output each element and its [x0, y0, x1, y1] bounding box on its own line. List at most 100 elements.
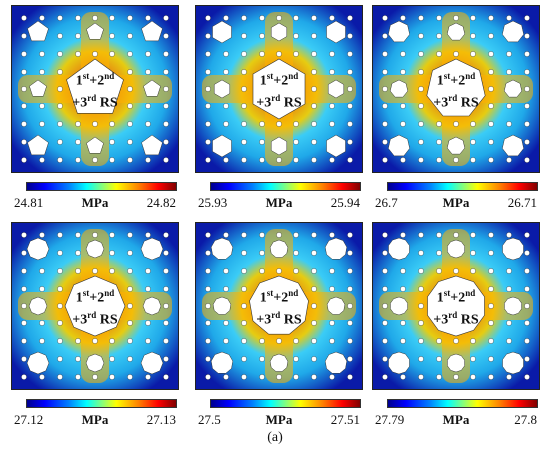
small-hole [418, 303, 424, 309]
small-hole [347, 121, 353, 127]
small-hole [311, 338, 317, 344]
small-hole [92, 338, 98, 344]
small-hole [241, 232, 247, 238]
small-hole [109, 121, 115, 127]
small-hole [127, 103, 133, 109]
small-hole [488, 303, 494, 309]
small-hole [223, 121, 229, 127]
large-polygon-hole [502, 351, 524, 375]
small-hole [293, 250, 299, 256]
small-hole [75, 356, 81, 362]
small-hole [163, 320, 169, 326]
small-hole [57, 338, 63, 344]
small-hole [470, 33, 476, 39]
small-hole [470, 338, 476, 344]
small-hole [75, 139, 81, 145]
small-hole [75, 268, 81, 274]
small-hole [223, 157, 229, 163]
small-hole [347, 103, 353, 109]
small-hole [470, 15, 476, 21]
stress-panel-2: 1st+2nd +3rd RS 25.93 MPa 25.94 [195, 5, 363, 210]
small-hole [109, 15, 115, 21]
center-polygon-hole [252, 58, 306, 120]
small-hole [241, 51, 247, 57]
small-hole [259, 139, 265, 145]
small-hole [453, 374, 459, 380]
small-hole [524, 139, 530, 145]
small-hole [329, 286, 335, 292]
small-hole [127, 338, 133, 344]
large-polygon-hole [28, 296, 48, 316]
small-hole [293, 139, 299, 145]
large-polygon-hole [388, 351, 410, 375]
small-hole [311, 33, 317, 39]
small-hole [109, 268, 115, 274]
small-hole [400, 15, 406, 21]
stress-panel-5: 1st+2nd +3rd RS 27.5 MPa 27.51 [195, 222, 363, 427]
small-hole [241, 103, 247, 109]
small-hole [400, 157, 406, 163]
small-hole [293, 157, 299, 163]
colorbar [387, 182, 538, 191]
stress-contour-plot: 1st+2nd +3rd RS [11, 222, 179, 390]
small-hole [75, 232, 81, 238]
figure-caption: (a) [267, 430, 283, 445]
colorbar [210, 182, 361, 191]
small-hole [382, 303, 388, 309]
large-polygon-hole [447, 353, 465, 373]
colorbar-unit-label: MPa [265, 195, 293, 210]
small-hole [57, 51, 63, 57]
small-hole [109, 338, 115, 344]
large-polygon-hole [86, 22, 104, 40]
small-hole [524, 286, 530, 292]
small-hole [418, 374, 424, 380]
small-hole [488, 356, 494, 362]
small-hole [506, 103, 512, 109]
large-polygon-hole [210, 237, 234, 260]
small-hole [259, 33, 265, 39]
small-hole [311, 139, 317, 145]
small-hole [21, 356, 27, 362]
small-hole [382, 320, 388, 326]
small-hole [311, 69, 317, 75]
small-hole [382, 157, 388, 163]
small-hole [163, 303, 169, 309]
small-hole [75, 51, 81, 57]
small-hole [347, 356, 353, 362]
small-hole [145, 69, 151, 75]
large-polygon-hole [26, 237, 50, 261]
small-hole [241, 86, 247, 92]
small-hole [163, 232, 169, 238]
small-hole [241, 303, 247, 309]
small-hole [311, 157, 317, 163]
small-hole [347, 33, 353, 39]
small-hole [21, 320, 27, 326]
colorbar-min-label: 25.93 [198, 195, 228, 210]
large-polygon-hole [212, 134, 232, 158]
stress-panel-1: 1st+2nd +3rd RS 24.81 MPa 24.82 [11, 5, 179, 210]
small-hole [347, 374, 353, 380]
small-hole [418, 139, 424, 145]
small-hole [470, 157, 476, 163]
small-hole [382, 103, 388, 109]
large-polygon-hole [270, 136, 288, 156]
large-polygon-hole [388, 20, 410, 43]
small-hole [276, 157, 282, 163]
small-hole [488, 103, 494, 109]
small-hole [506, 374, 512, 380]
small-hole [92, 157, 98, 163]
small-hole [57, 320, 63, 326]
small-hole [418, 356, 424, 362]
small-hole [205, 320, 211, 326]
small-hole [39, 103, 45, 109]
small-hole [436, 15, 442, 21]
small-hole [109, 356, 115, 362]
small-hole [241, 374, 247, 380]
small-hole [109, 374, 115, 380]
small-hole [241, 139, 247, 145]
small-hole [241, 338, 247, 344]
large-polygon-hole [210, 351, 234, 374]
small-hole [145, 320, 151, 326]
small-hole [57, 374, 63, 380]
small-hole [347, 338, 353, 344]
